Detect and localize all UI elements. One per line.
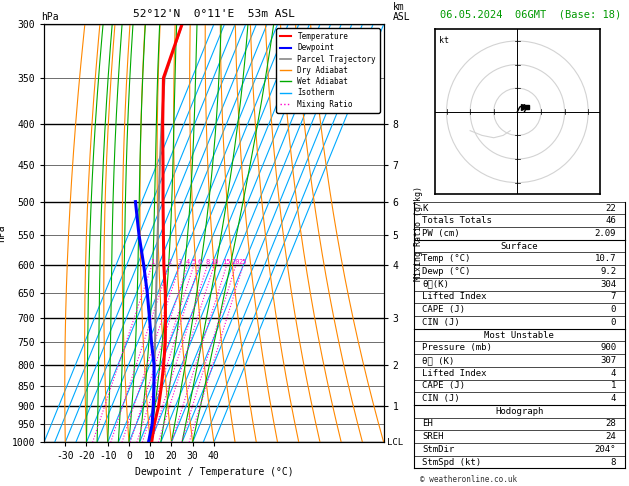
Text: EH: EH [422, 419, 433, 429]
Text: Pressure (mb): Pressure (mb) [422, 343, 492, 352]
Text: LCL: LCL [387, 438, 403, 447]
Text: 46: 46 [606, 216, 616, 225]
Text: θᴇ(K): θᴇ(K) [422, 280, 449, 289]
Text: 2: 2 [167, 259, 171, 265]
Text: Lifted Index: Lifted Index [422, 369, 487, 378]
Text: K: K [422, 204, 428, 212]
Text: hPa: hPa [41, 12, 58, 22]
Text: km
ASL: km ASL [393, 2, 411, 22]
Text: StmSpd (kt): StmSpd (kt) [422, 458, 481, 467]
Text: 15: 15 [223, 259, 231, 265]
Text: θᴇ (K): θᴇ (K) [422, 356, 455, 365]
Text: 6: 6 [197, 259, 201, 265]
Text: 20: 20 [231, 259, 240, 265]
Text: 10.7: 10.7 [594, 254, 616, 263]
Text: Dewp (°C): Dewp (°C) [422, 267, 470, 276]
Text: 4: 4 [611, 369, 616, 378]
Text: 0: 0 [611, 318, 616, 327]
Text: 8: 8 [206, 259, 209, 265]
Text: SREH: SREH [422, 432, 444, 441]
Text: Totals Totals: Totals Totals [422, 216, 492, 225]
Text: 5: 5 [192, 259, 196, 265]
Y-axis label: hPa: hPa [0, 225, 6, 242]
Text: 900: 900 [600, 343, 616, 352]
Text: Hodograph: Hodograph [495, 407, 543, 416]
Text: Temp (°C): Temp (°C) [422, 254, 470, 263]
Text: 24: 24 [606, 432, 616, 441]
Text: 2.09: 2.09 [594, 229, 616, 238]
Legend: Temperature, Dewpoint, Parcel Trajectory, Dry Adiabat, Wet Adiabat, Isotherm, Mi: Temperature, Dewpoint, Parcel Trajectory… [276, 28, 380, 112]
X-axis label: Dewpoint / Temperature (°C): Dewpoint / Temperature (°C) [135, 467, 293, 477]
Text: PW (cm): PW (cm) [422, 229, 460, 238]
Text: 25: 25 [239, 259, 247, 265]
Text: Surface: Surface [501, 242, 538, 251]
Text: 307: 307 [600, 356, 616, 365]
Text: 304: 304 [600, 280, 616, 289]
Text: CAPE (J): CAPE (J) [422, 305, 465, 314]
Text: 06.05.2024  06GMT  (Base: 18): 06.05.2024 06GMT (Base: 18) [440, 9, 621, 19]
Text: 52°12'N  0°11'E  53m ASL: 52°12'N 0°11'E 53m ASL [133, 9, 295, 19]
Text: 9.2: 9.2 [600, 267, 616, 276]
Text: 3: 3 [178, 259, 182, 265]
Text: 10: 10 [210, 259, 218, 265]
Text: 4: 4 [186, 259, 190, 265]
Text: 28: 28 [606, 419, 616, 429]
Text: 1: 1 [611, 382, 616, 390]
Text: 1: 1 [150, 259, 154, 265]
Text: 7: 7 [611, 293, 616, 301]
Text: 0: 0 [611, 305, 616, 314]
Text: CIN (J): CIN (J) [422, 394, 460, 403]
Text: © weatheronline.co.uk: © weatheronline.co.uk [420, 474, 517, 484]
Text: 4: 4 [611, 394, 616, 403]
Text: StmDir: StmDir [422, 445, 455, 454]
Text: CAPE (J): CAPE (J) [422, 382, 465, 390]
Text: kt: kt [440, 36, 450, 45]
Text: 204°: 204° [594, 445, 616, 454]
Text: Lifted Index: Lifted Index [422, 293, 487, 301]
Text: 22: 22 [606, 204, 616, 212]
Text: Mixing Ratio (g/kg): Mixing Ratio (g/kg) [414, 186, 423, 281]
Text: CIN (J): CIN (J) [422, 318, 460, 327]
Text: Most Unstable: Most Unstable [484, 330, 554, 340]
Text: 8: 8 [611, 458, 616, 467]
